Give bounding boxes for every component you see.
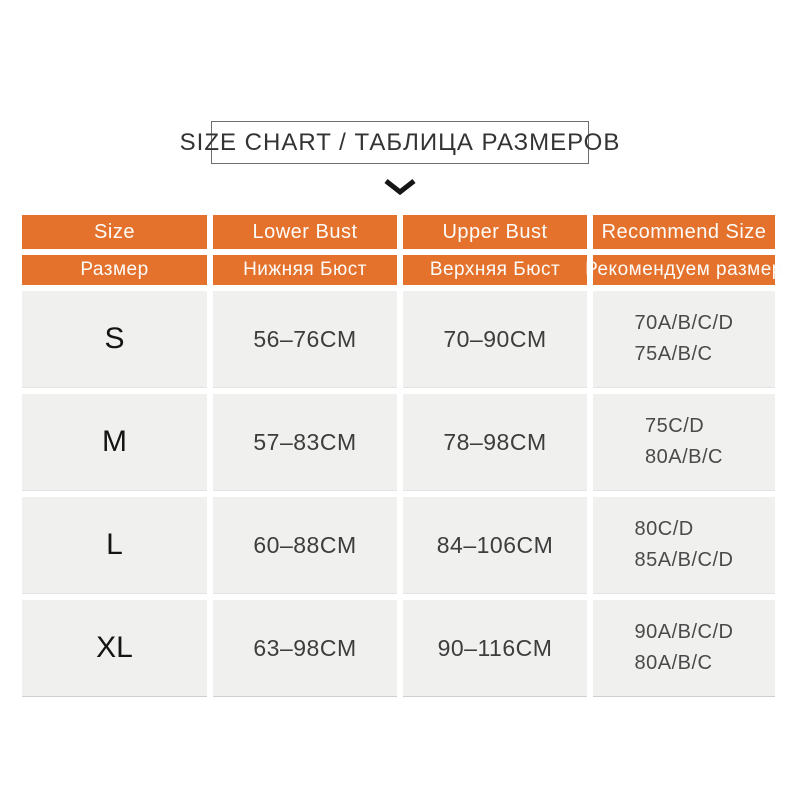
recommend-line: 80A/B/C	[645, 446, 723, 468]
header-size-ru: Размер	[22, 255, 207, 285]
cell-recommend-s: 70A/B/C/D 75A/B/C	[593, 291, 775, 388]
cell-lower-s: 56–76CM	[213, 291, 397, 388]
cell-size-xl: XL	[22, 600, 207, 697]
cell-size-s: S	[22, 291, 207, 388]
header-size-en: Size	[22, 215, 207, 249]
cell-upper-l: 84–106CM	[403, 497, 587, 594]
cell-lower-l: 60–88CM	[213, 497, 397, 594]
recommend-line: 75A/B/C	[634, 343, 713, 365]
recommend-line: 80C/D	[634, 518, 694, 540]
cell-size-m: M	[22, 394, 207, 491]
size-chart-title-box: SIZE CHART / ТАБЛИЦА РАЗМЕРОВ	[180, 121, 619, 164]
header-upper-ru: Верхняя Бюст	[403, 255, 587, 285]
cell-recommend-m: 75C/D 80A/B/C	[593, 394, 775, 491]
size-table: Size Lower Bust Upper Bust Recommend Siz…	[22, 215, 782, 697]
header-recommend-en: Recommend Size	[593, 215, 775, 249]
cell-upper-m: 78–98CM	[403, 394, 587, 491]
cell-recommend-l: 80C/D 85A/B/C/D	[593, 497, 775, 594]
recommend-line: 90A/B/C/D	[634, 621, 734, 643]
header-recommend-ru: Рекомендуем размер	[585, 255, 782, 285]
page-title: SIZE CHART / ТАБЛИЦА РАЗМЕРОВ	[179, 128, 621, 156]
cell-size-l: L	[22, 497, 207, 594]
recommend-line: 85A/B/C/D	[634, 549, 734, 571]
recommend-lines: 75C/D 80A/B/C	[645, 411, 723, 473]
header-lower-en: Lower Bust	[213, 215, 397, 249]
chevron-down-icon	[384, 179, 416, 196]
size-chart-page: SIZE CHART / ТАБЛИЦА РАЗМЕРОВ Size Lower…	[0, 121, 800, 800]
recommend-line: 80A/B/C	[634, 652, 713, 674]
header-lower-ru: Нижняя Бюст	[213, 255, 397, 285]
cell-lower-xl: 63–98CM	[213, 600, 397, 697]
header-upper-en: Upper Bust	[403, 215, 587, 249]
cell-upper-s: 70–90CM	[403, 291, 587, 388]
arrow-wrap	[0, 177, 800, 199]
recommend-line: 75C/D	[645, 415, 705, 437]
recommend-lines: 80C/D 85A/B/C/D	[635, 514, 734, 576]
recommend-lines: 90A/B/C/D 80A/B/C	[635, 617, 734, 679]
recommend-line: 70A/B/C/D	[634, 312, 734, 334]
recommend-lines: 70A/B/C/D 75A/B/C	[635, 308, 734, 370]
cell-lower-m: 57–83CM	[213, 394, 397, 491]
cell-upper-xl: 90–116CM	[403, 600, 587, 697]
cell-recommend-xl: 90A/B/C/D 80A/B/C	[593, 600, 775, 697]
